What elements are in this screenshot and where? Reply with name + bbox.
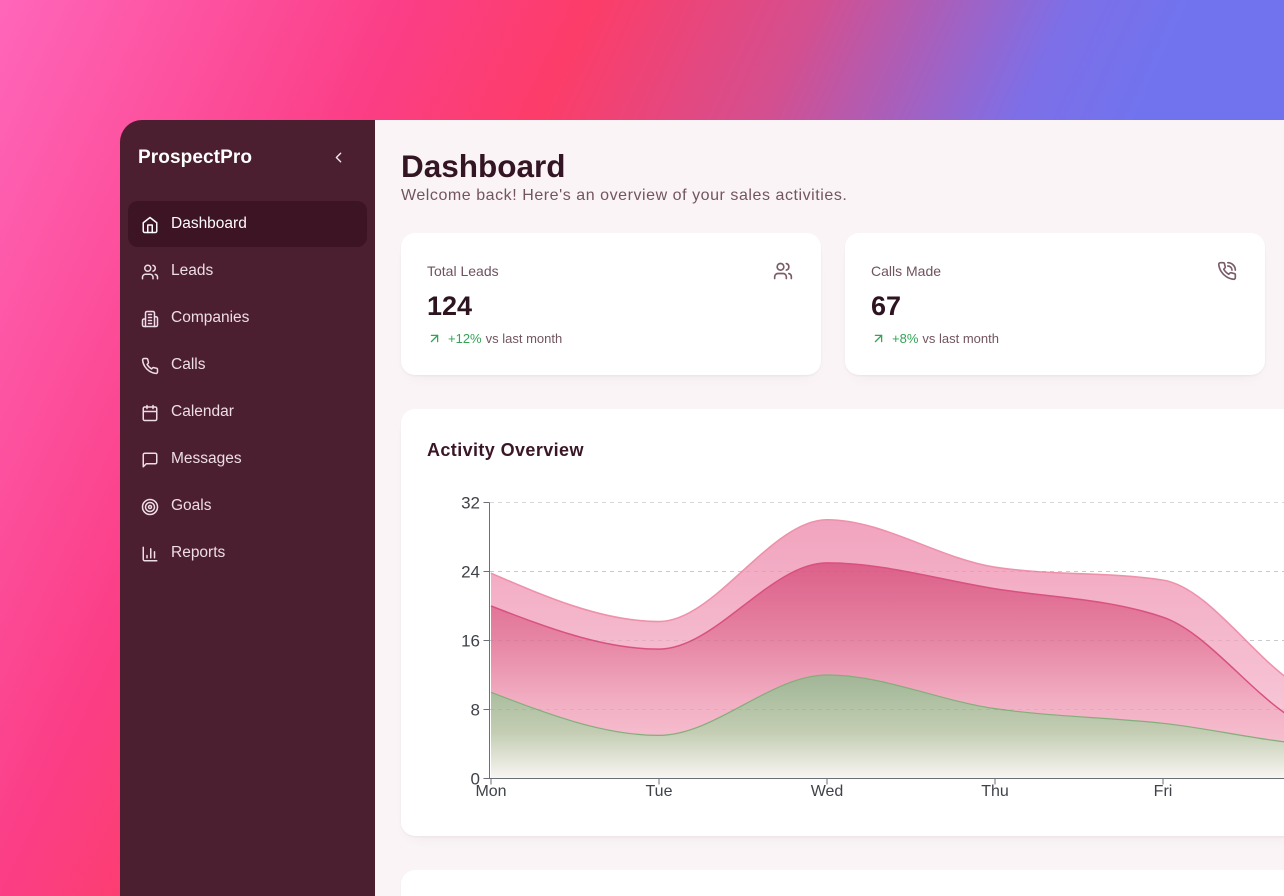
- svg-text:Wed: Wed: [811, 783, 844, 800]
- svg-text:8: 8: [471, 701, 480, 720]
- svg-text:Tue: Tue: [646, 783, 673, 800]
- svg-text:Fri: Fri: [1154, 783, 1173, 800]
- svg-text:24: 24: [461, 563, 480, 582]
- svg-text:Mon: Mon: [475, 783, 506, 800]
- svg-text:Thu: Thu: [981, 783, 1009, 800]
- svg-text:32: 32: [461, 494, 480, 513]
- svg-text:16: 16: [461, 632, 480, 651]
- svg-text:0: 0: [471, 770, 480, 789]
